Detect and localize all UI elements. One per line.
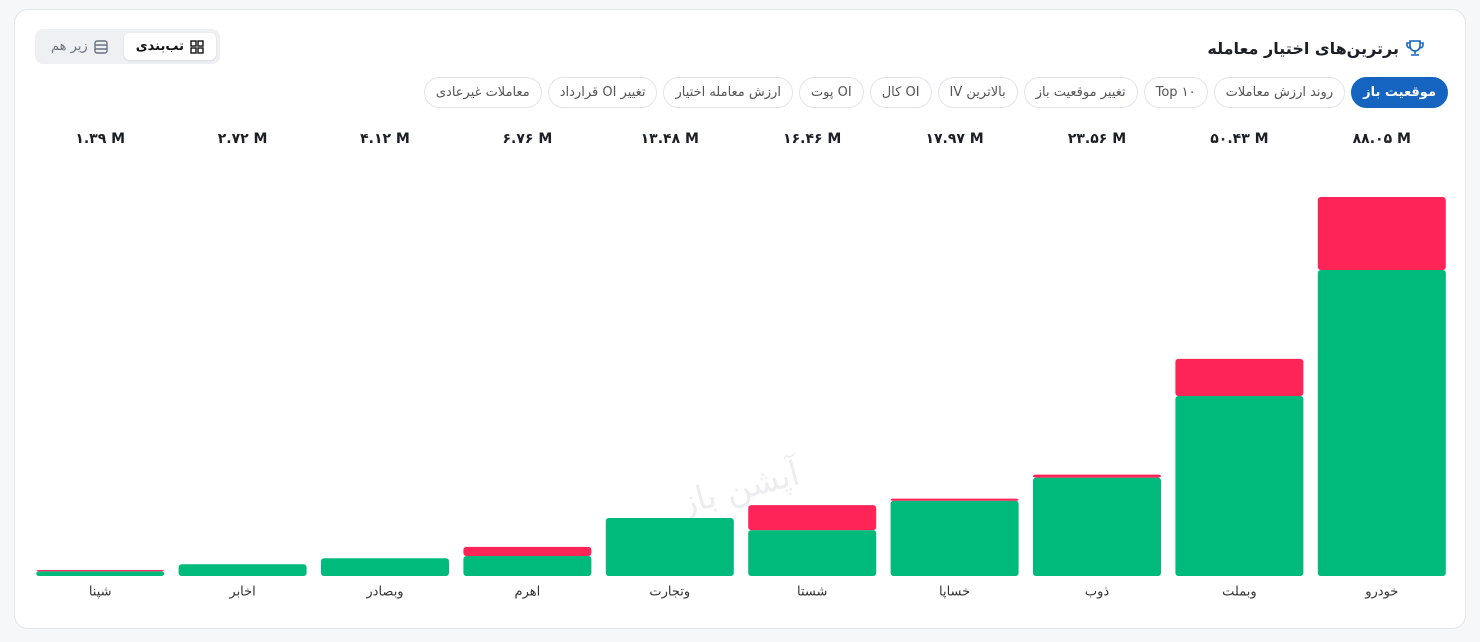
tab[interactable]: Top ۱۰ <box>1143 77 1208 108</box>
total-label: ۱۳.۴۸ M <box>641 131 699 147</box>
x-tick-label: شپنا <box>89 585 112 600</box>
total-label: ۶.۷۶ M <box>503 131 553 147</box>
total-label: ۱۶.۴۶ M <box>783 131 841 147</box>
tab[interactable]: تغییر OI قرارداد <box>547 77 658 108</box>
tab[interactable]: ارزش معامله اختیار <box>663 77 793 108</box>
bar-segment <box>36 571 165 576</box>
total-label: ۵۰.۴۳ M <box>1210 131 1268 147</box>
bar-segment <box>1317 197 1446 271</box>
total-label: ۴.۱۲ M <box>360 131 410 147</box>
x-tick-label: وبصادر <box>365 585 403 600</box>
bar-segment <box>321 558 449 576</box>
total-label: ۲.۷۲ M <box>218 131 268 147</box>
bar-segment <box>36 570 165 572</box>
toggle-label: زیر هم <box>51 39 88 54</box>
title: برترین‌های اختیار معامله <box>1207 38 1399 58</box>
trophy-icon <box>1406 40 1424 56</box>
tab[interactable]: بالاترین IV <box>937 77 1018 108</box>
bar-segment <box>1317 270 1446 576</box>
x-tick-label: شستا <box>797 585 827 600</box>
bar-segment <box>890 498 1019 501</box>
x-tick-label: وبملت <box>1222 585 1256 600</box>
bar-segment <box>1033 477 1161 576</box>
tab[interactable]: روند ارزش معاملات <box>1213 77 1346 108</box>
x-tick-label: اخابر <box>228 585 255 600</box>
x-tick-label: خودرو <box>1364 585 1398 600</box>
tab[interactable]: تغییر موقعیت باز <box>1023 77 1138 108</box>
toggle-option[interactable]: تب‌بندی <box>123 33 216 60</box>
bar-segment <box>890 500 1019 576</box>
total-label: ۸۸.۰۵ M <box>1353 131 1411 147</box>
total-label: ۱۷.۹۷ M <box>925 131 983 147</box>
bar-segment <box>748 505 877 531</box>
view-toggle: تب‌بندی زیر هم <box>35 29 220 64</box>
x-tick-label: خساپا <box>939 585 970 600</box>
toggle-label: تب‌بندی <box>135 39 184 54</box>
bar-segment <box>1033 474 1161 478</box>
title-row: برترین‌های اختیار معامله <box>1207 38 1425 58</box>
total-label: ۱.۳۹ M <box>75 131 125 147</box>
tab[interactable]: معاملات غیرعادی <box>423 77 542 108</box>
grid-icon <box>190 39 204 54</box>
bar-segment <box>178 564 307 576</box>
bar-segment <box>463 555 592 576</box>
tab-bar: موقعیت باز روند ارزش معاملات Top ۱۰ تغییر م… <box>423 77 1448 108</box>
bar-segment <box>748 530 877 576</box>
bar-segment <box>605 517 734 576</box>
tab[interactable]: OI کال <box>869 77 932 108</box>
total-label: ۲۳.۵۶ M <box>1068 131 1126 147</box>
toggle-option[interactable]: زیر هم <box>39 33 120 60</box>
x-tick-label: وتجارت <box>649 585 690 600</box>
tab[interactable]: موقعیت باز <box>1351 77 1448 108</box>
x-tick-label: ذوب <box>1085 585 1110 600</box>
bar-segment <box>1175 358 1304 396</box>
card: برترین‌های اختیار معامله تب‌بندی زیر هم … <box>14 9 1466 629</box>
bar-segment <box>463 546 592 556</box>
tab[interactable]: OI پوت <box>798 77 864 108</box>
x-tick-label: اهرم <box>515 585 541 600</box>
list-icon <box>94 39 108 54</box>
bar-segment <box>1175 395 1304 576</box>
